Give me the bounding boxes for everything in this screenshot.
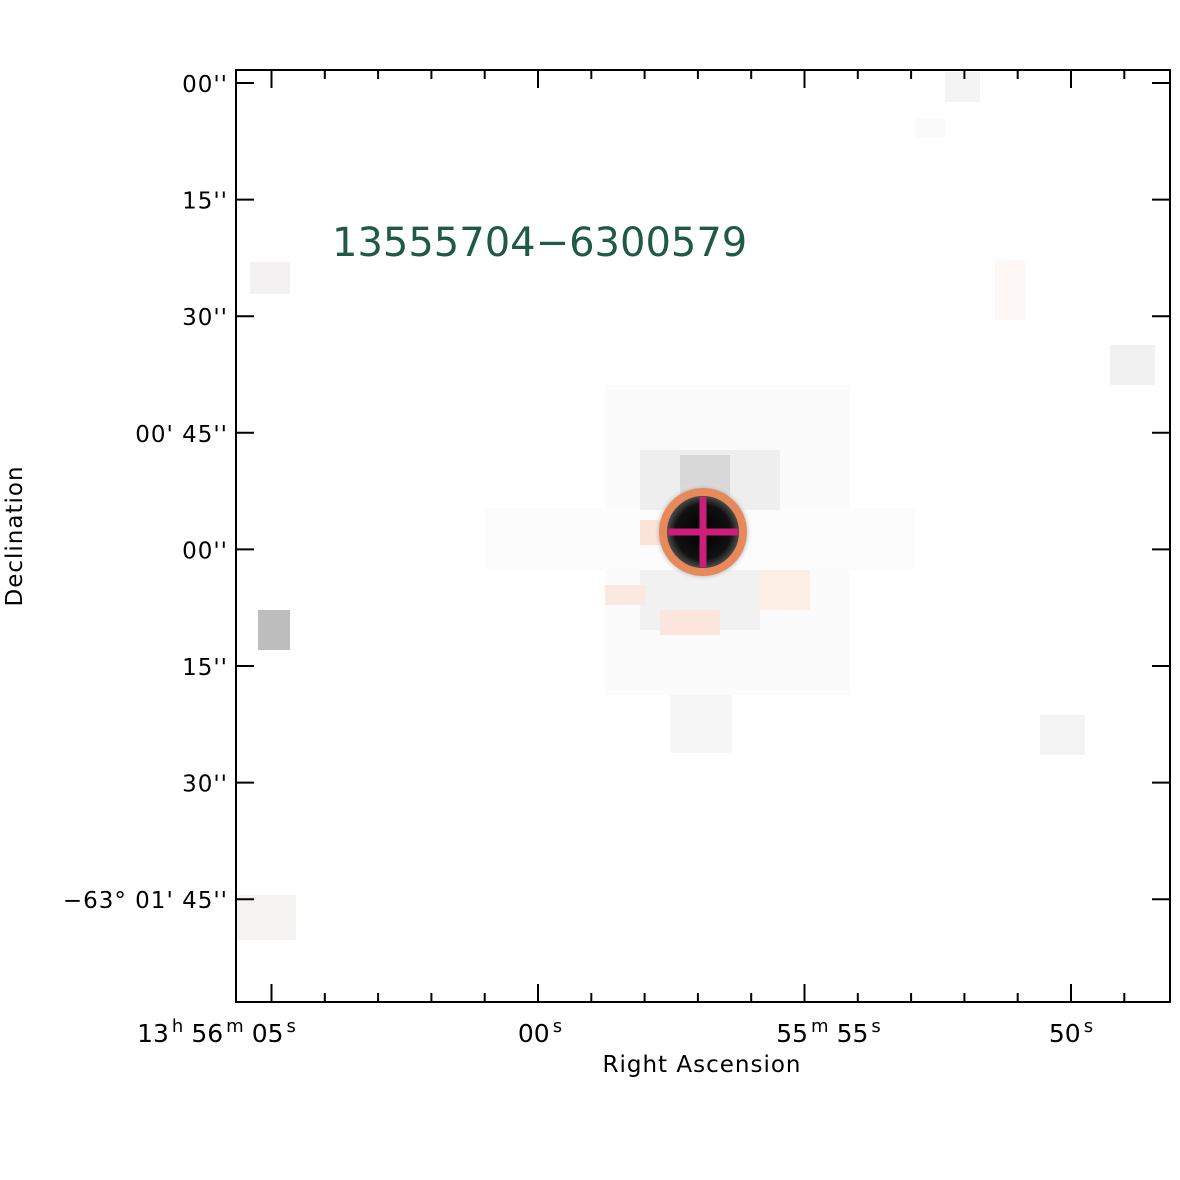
y-tick-label: 00'' (182, 72, 228, 98)
faint-sources (236, 72, 1155, 940)
x-tick-label: 55 m 55 s (776, 1016, 881, 1049)
aperture-circle (659, 488, 747, 576)
y-tick-label: 15'' (182, 655, 228, 681)
y-tick-label: 00' 45'' (135, 422, 228, 448)
plot-frame (235, 69, 1171, 1003)
axis-ticks (236, 70, 1170, 1002)
y-tick-label: 30'' (182, 305, 228, 331)
y-tick-label: −63° 01' 45'' (63, 888, 228, 914)
y-tick-labels: 00'' 15'' 30'' 00' 45'' 00'' 15'' 30'' −63° 01'… (63, 72, 228, 914)
y-axis-label: Declination (2, 465, 28, 606)
y-tick-label: 30'' (182, 772, 228, 798)
x-tick-labels: 13 h 56 m 05 s 00 s 55 m 55 s 50 s (137, 1016, 1093, 1049)
x-tick-label: 13 h 56 m 05 s (137, 1016, 296, 1049)
source-marker (659, 488, 747, 576)
x-tick-label: 50 s (1049, 1016, 1093, 1049)
x-axis-label: Right Ascension (603, 1052, 802, 1078)
object-label: 13555704−6300579 (332, 220, 747, 266)
sky-image (236, 70, 1170, 1002)
y-tick-label: 00'' (182, 538, 228, 564)
x-tick-label: 00 s (518, 1016, 562, 1049)
y-tick-label: 15'' (182, 189, 228, 215)
